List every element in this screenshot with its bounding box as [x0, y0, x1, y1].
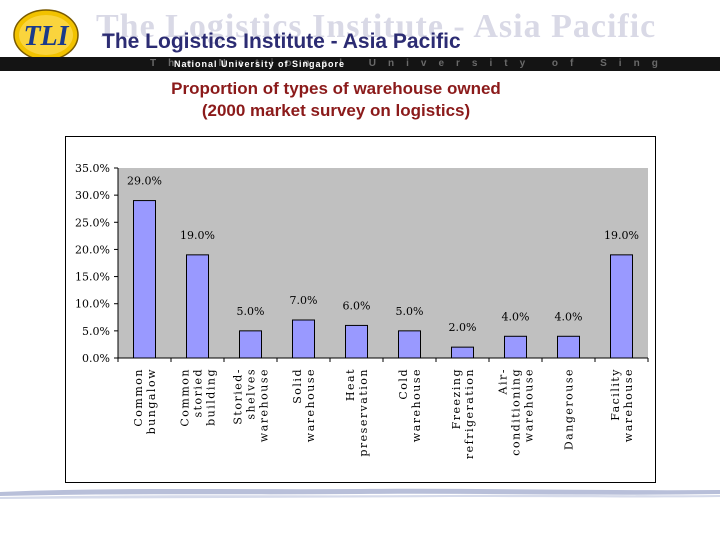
slide-title: Proportion of types of warehouse owned (…: [0, 78, 672, 122]
x-category-label-line: warehouse: [523, 368, 536, 442]
y-tick-label: 0.0%: [82, 352, 110, 365]
bar: [504, 335, 527, 359]
x-category-label: Common storied building: [179, 368, 218, 427]
x-category-label-line: warehouse: [258, 368, 271, 442]
data-label: 4.0%: [502, 310, 530, 323]
data-label: 7.0%: [290, 294, 318, 307]
x-category-label-line: Heat: [344, 368, 357, 401]
x-category-label: Air-conditioning warehouse: [497, 368, 536, 456]
slide-title-line2: (2000 market survey on logistics): [201, 101, 471, 120]
svg-text:TLI: TLI: [23, 21, 69, 52]
x-category-label-line: building: [205, 368, 218, 426]
x-category-label-line: warehouse: [622, 368, 635, 442]
x-category-label-line: preservation: [357, 368, 370, 457]
y-tick-label: 5.0%: [82, 325, 110, 338]
watermark-title: The Logistics Institute - Asia Pacific: [96, 8, 657, 45]
x-category-label-line: Air-: [497, 368, 510, 395]
university-name: National University of Singapore: [174, 59, 346, 69]
x-category-label-line: Facility: [609, 368, 622, 421]
data-label: 6.0%: [343, 299, 371, 312]
institute-name: The Logistics Institute - Asia Pacific: [102, 30, 461, 53]
bar: [398, 330, 421, 359]
bar: [451, 346, 474, 359]
bar: [239, 330, 262, 359]
bar: [345, 324, 368, 359]
tli-logo-icon: TLI: [13, 9, 79, 61]
x-category-label: Freezing refrigeration: [450, 368, 476, 459]
data-label: 4.0%: [555, 310, 583, 323]
bar-chart: 0.0% 5.0% 10.0% 15.0% 20.0% 25.0% 30.0% 35.0% 29…: [75, 162, 649, 459]
data-label: 19.0%: [180, 229, 215, 242]
x-category-label-line: warehouse: [410, 368, 423, 442]
x-category-label-line: Solid: [291, 368, 304, 404]
y-tick-label: 35.0%: [75, 162, 110, 175]
slide-title-line1: Proportion of types of warehouse owned: [171, 79, 501, 98]
y-tick-label: 15.0%: [75, 271, 110, 284]
x-category-label-line: Freezing: [450, 368, 463, 429]
y-tick-label: 25.0%: [75, 216, 110, 229]
brush-stroke-decoration: [0, 488, 720, 499]
bar: [133, 200, 156, 359]
chart-container: 0.0% 5.0% 10.0% 15.0% 20.0% 25.0% 30.0% 35.0% 29…: [65, 136, 656, 483]
x-category-label: Facility warehouse: [609, 368, 635, 442]
bar: [292, 319, 315, 359]
bar: [610, 254, 633, 359]
data-label: 5.0%: [237, 305, 265, 318]
x-category-label-line: conditioning: [510, 368, 523, 456]
data-label: 19.0%: [604, 229, 639, 242]
watermark-university: The National University of Singapore: [150, 58, 670, 69]
x-category-label: Dangerouse: [563, 368, 576, 450]
x-category-label-line: Dangerouse: [563, 368, 576, 450]
x-category-label: Heat preservation: [344, 368, 370, 457]
x-category-label-line: Cold: [397, 368, 410, 400]
bar: [557, 335, 580, 359]
y-tick-label: 10.0%: [75, 298, 110, 311]
bar: [186, 254, 209, 359]
x-category-label: Solid warehouse: [291, 368, 317, 442]
x-category-label-line: warehouse: [304, 368, 317, 442]
x-category-label-line: bungalow: [145, 368, 158, 434]
x-category-label-line: Storied-: [232, 368, 245, 425]
x-category-label-line: Common: [132, 368, 145, 427]
x-category-label: Cold warehouse: [397, 368, 423, 442]
x-category-label: Common bungalow: [132, 368, 158, 434]
x-category-label-line: storied: [192, 368, 205, 418]
x-category-label-line: Common: [179, 368, 192, 427]
data-label: 2.0%: [449, 321, 477, 334]
header-banner: TLI The Logistics Institute - Asia Pacif…: [0, 0, 720, 72]
y-tick-label: 20.0%: [75, 243, 110, 256]
x-category-label: Storied-shelves warehouse: [232, 368, 271, 442]
x-category-label-line: refrigeration: [463, 368, 476, 459]
y-tick-label: 30.0%: [75, 189, 110, 202]
data-label: 29.0%: [127, 175, 162, 188]
university-bar: The National University of Singapore Nat…: [0, 57, 720, 71]
data-label: 5.0%: [396, 305, 424, 318]
x-category-label-line: shelves: [245, 368, 258, 420]
